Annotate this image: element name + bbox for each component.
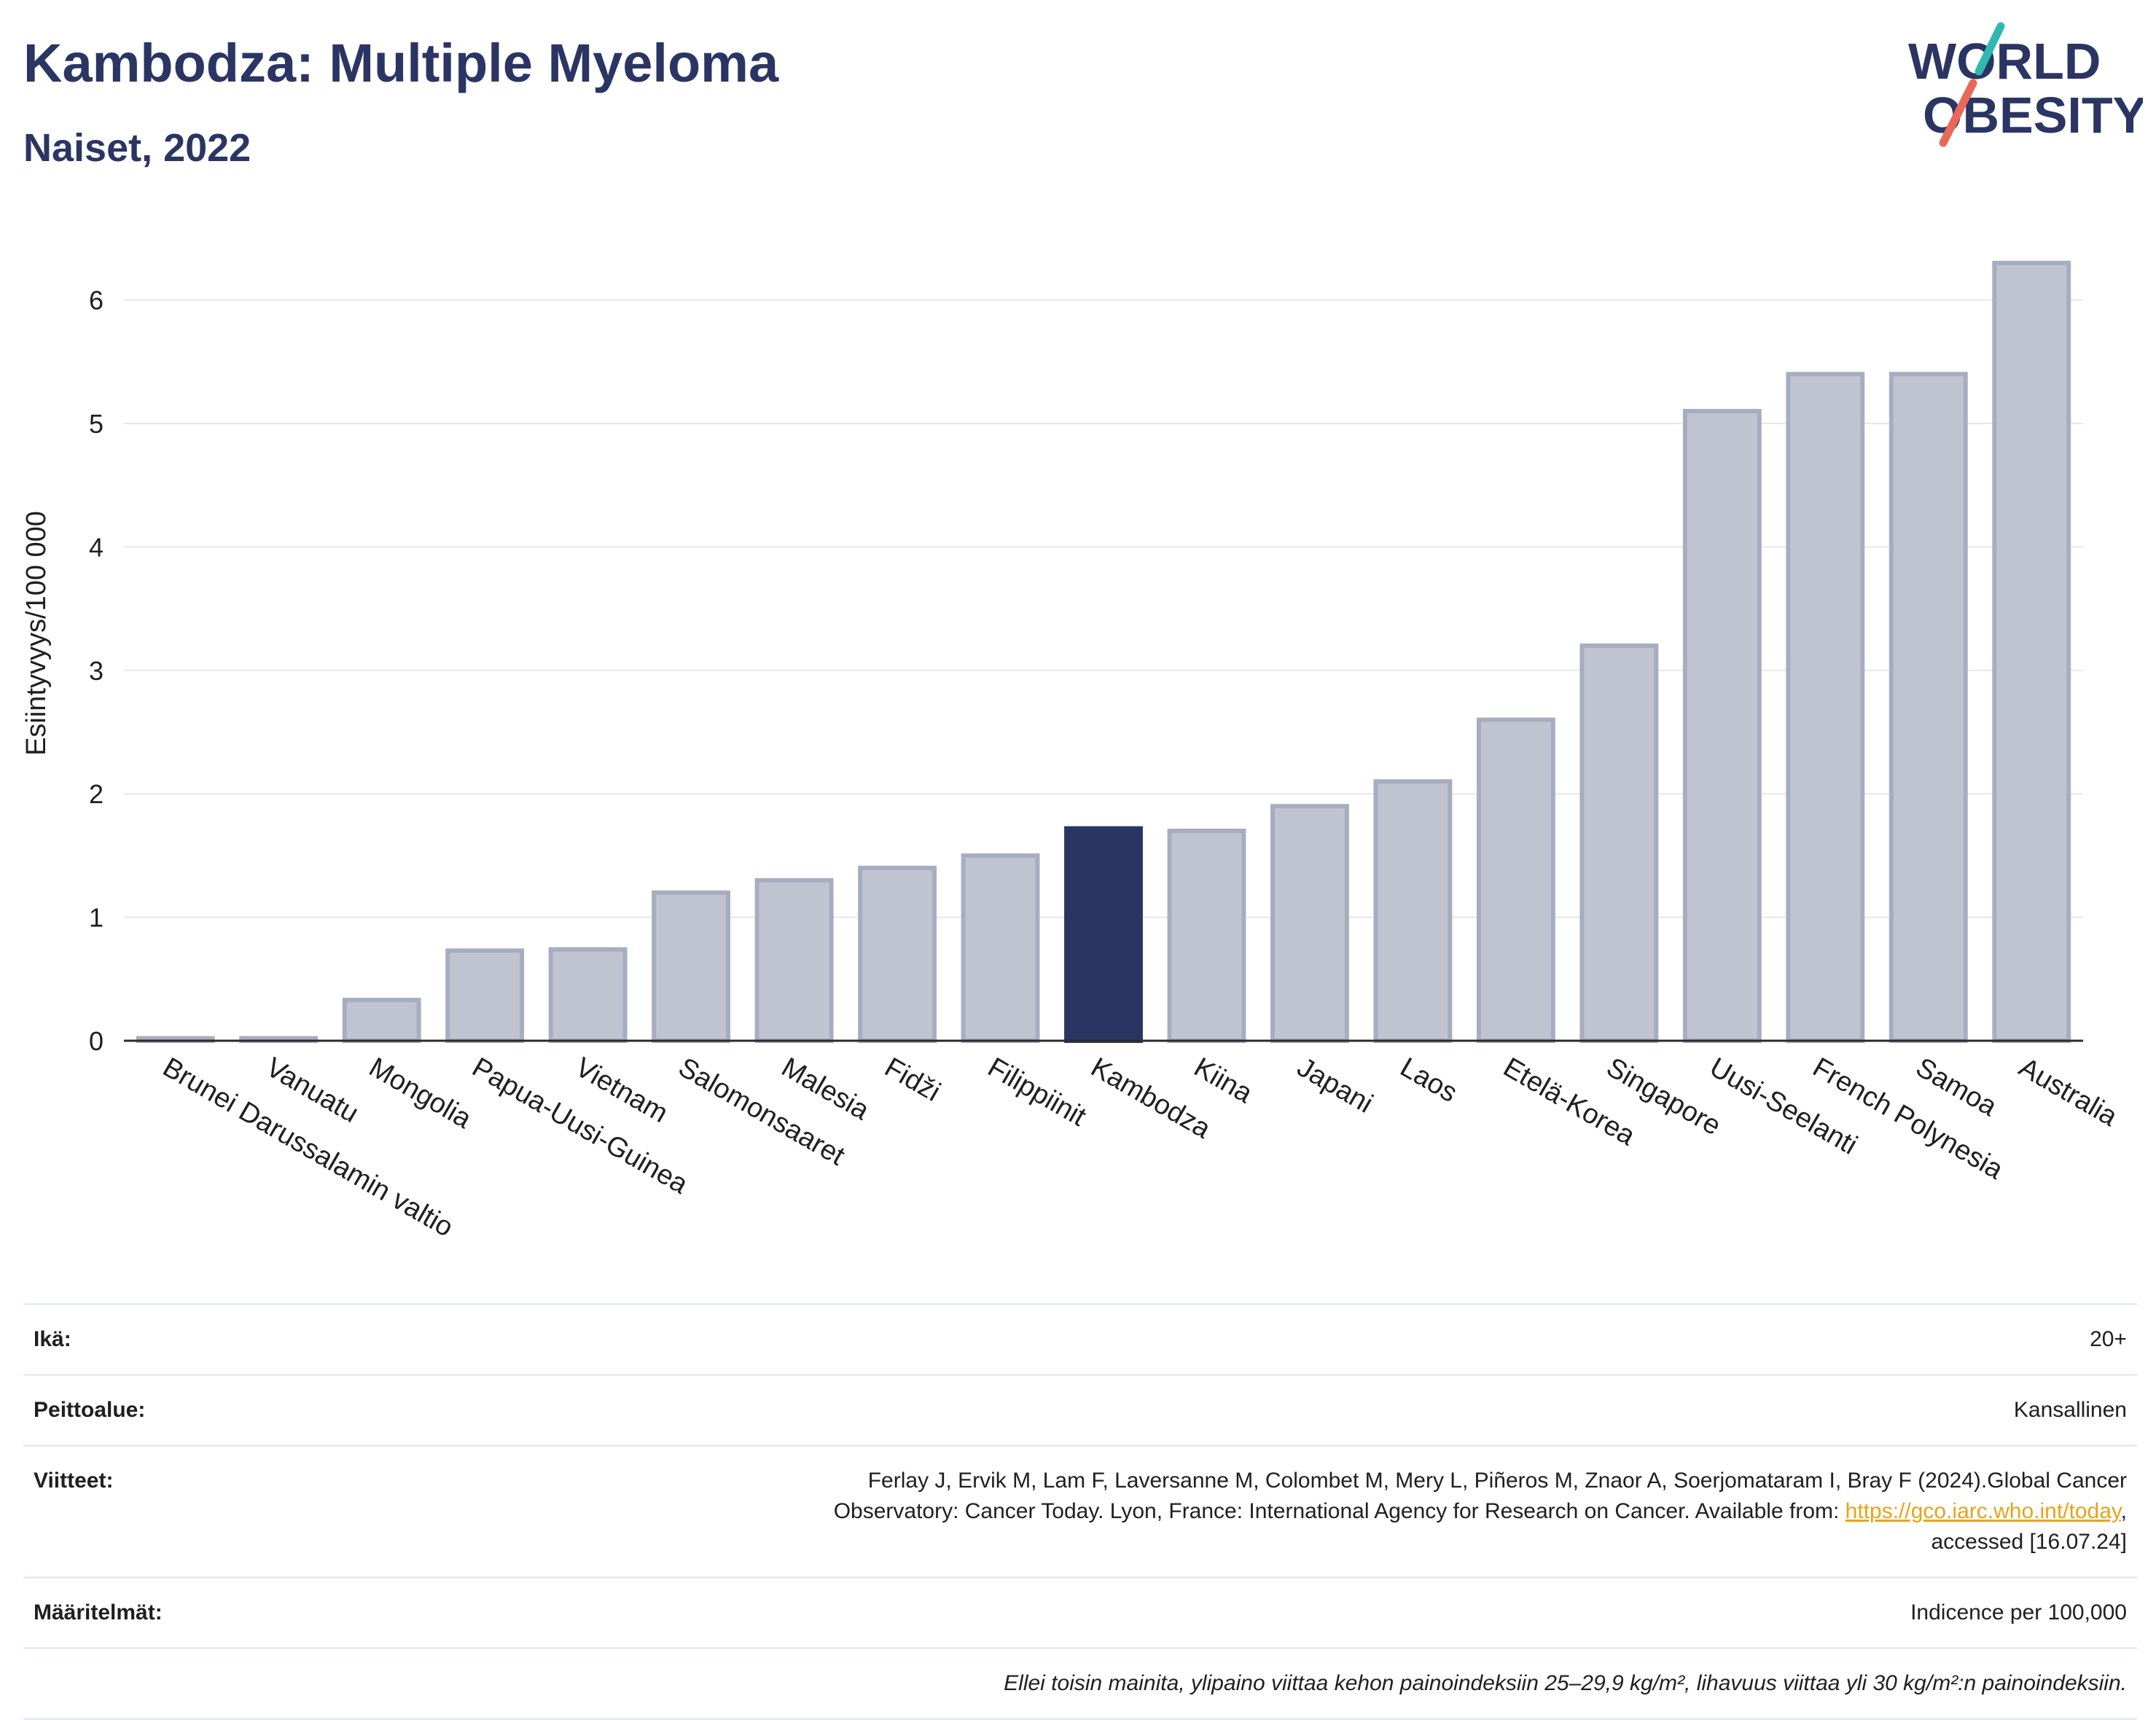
bar-6	[754, 877, 834, 1044]
y-tick-label-1: 1	[89, 903, 103, 933]
bar-5	[652, 890, 731, 1044]
info-row-references: Viitteet: Ferlay J, Ervik M, Lam F, Lave…	[23, 1445, 2137, 1576]
info-table: Ikä: 20+ Peittoalue: Kansallinen Viittee…	[23, 1303, 2137, 1720]
x-tick-label-10: Kiina	[1189, 1052, 1258, 1109]
references-line-2-end: ,	[2120, 1499, 2127, 1523]
x-tick-label-8: Filippiinit	[983, 1052, 1091, 1133]
references-label: Viitteet:	[34, 1469, 114, 1493]
bar-14	[1579, 643, 1659, 1043]
bar-7	[858, 865, 937, 1044]
references-line-2: Observatory: Cancer Today. Lyon, France:…	[833, 1499, 1846, 1523]
references-link[interactable]: https://gco.iarc.who.int/today	[1845, 1499, 2121, 1523]
coverage-value: Kansallinen	[2013, 1398, 2127, 1422]
bar-15	[1682, 409, 1762, 1044]
x-tick-label-2: Mongolia	[364, 1052, 477, 1135]
bar-3	[445, 948, 525, 1043]
y-tick-label-2: 2	[89, 779, 103, 809]
y-axis-label: Esiintyvyys/100 000	[21, 511, 52, 756]
y-tick-label-0: 0	[89, 1026, 103, 1056]
bar-9	[1064, 826, 1143, 1043]
info-row-note: Ellei toisin mainita, ylipaino viittaa k…	[23, 1647, 2137, 1720]
y-tick-labels: 0 1 2 3 4 5 6	[89, 286, 103, 1056]
references-line-3: accessed [16.07.24]	[1931, 1530, 2127, 1554]
x-tick-label-7: Fidži	[880, 1052, 945, 1107]
references-value: Ferlay J, Ervik M, Lam F, Laversanne M, …	[834, 1466, 2127, 1557]
bar-17	[1889, 372, 1968, 1044]
references-line-1: Ferlay J, Ervik M, Lam F, Laversanne M, …	[867, 1469, 2127, 1493]
bar-4	[548, 947, 628, 1043]
info-row-coverage: Peittoalue: Kansallinen	[23, 1374, 2137, 1445]
bar-8	[961, 853, 1040, 1044]
bar-12	[1373, 779, 1453, 1043]
x-tick-label-12: Laos	[1395, 1052, 1462, 1109]
definitions-label: Määritelmät:	[34, 1600, 163, 1625]
world-obesity-logo: WORLD OBESITY	[1908, 22, 2143, 147]
page-subtitle: Naiset, 2022	[23, 126, 251, 170]
coverage-label: Peittoalue:	[34, 1398, 146, 1422]
footnote: Ellei toisin mainita, ylipaino viittaa k…	[1004, 1671, 2127, 1695]
definitions-value: Indicence per 100,000	[1910, 1600, 2127, 1625]
age-label: Ikä:	[34, 1327, 71, 1351]
y-tick-label-4: 4	[89, 532, 103, 562]
age-value: 20+	[2090, 1327, 2127, 1351]
bar-18	[1992, 260, 2071, 1043]
y-tick-label-3: 3	[89, 656, 103, 686]
bars	[136, 260, 2071, 1044]
y-tick-label-5: 5	[89, 409, 103, 439]
bar-11	[1270, 804, 1349, 1043]
bar-10	[1167, 829, 1246, 1043]
x-tick-label-11: Japani	[1292, 1052, 1378, 1119]
info-row-definitions: Määritelmät: Indicence per 100,000	[23, 1576, 2137, 1647]
bar-16	[1786, 372, 1865, 1044]
logo-text-world: WORLD	[1908, 33, 2101, 90]
x-tick-label-18: Australia	[2014, 1052, 2123, 1133]
bar-2	[342, 998, 421, 1043]
x-tick-label-16: French Polynesia	[1808, 1052, 2009, 1186]
page-title: Kambodza: Multiple Myeloma	[23, 33, 779, 93]
bar-chart: 0 1 2 3 4 5 6 Brunei Darussalamin valtioVanuat…	[21, 260, 2123, 1243]
bar-13	[1476, 717, 1555, 1043]
y-tick-label-6: 6	[89, 286, 103, 316]
info-row-age: Ikä: 20+	[23, 1303, 2137, 1374]
